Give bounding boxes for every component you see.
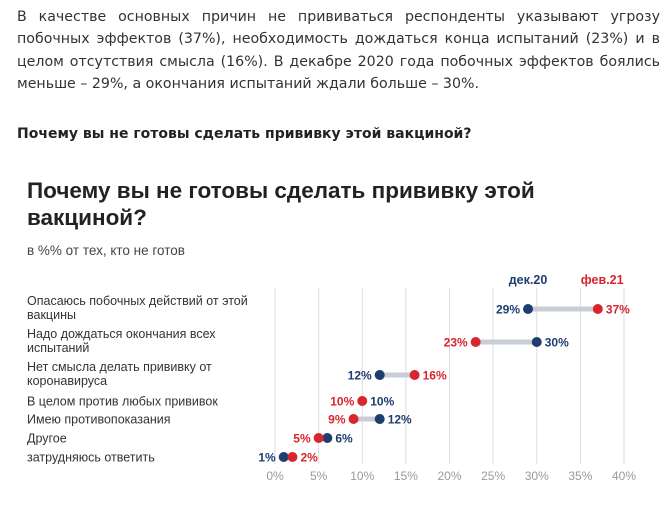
value-label-feb: 5% <box>293 431 311 445</box>
legend-feb: фев.21 <box>581 273 624 287</box>
value-label-feb: 23% <box>444 335 468 349</box>
category-label: вакцины <box>27 308 76 322</box>
value-label-dec: 1% <box>258 450 276 464</box>
x-tick-label: 20% <box>437 469 461 483</box>
category-label: Опасаюсь побочных действий от этой <box>27 294 248 308</box>
value-label-dec: 12% <box>388 412 412 426</box>
value-label-feb: 10% <box>330 394 354 408</box>
dot-dec <box>523 304 534 314</box>
dumbbell-chart: Почему вы не готовы сделать прививку это… <box>27 178 636 483</box>
value-label-feb: 37% <box>606 302 630 316</box>
value-label-dec: 6% <box>335 431 353 445</box>
dot-feb <box>313 433 324 443</box>
category-label: испытаний <box>27 341 89 355</box>
section-question: Почему вы не готовы сделать прививку это… <box>17 126 472 142</box>
legend-dec: дек.20 <box>509 273 548 287</box>
chart-subtitle: в %% от тех, кто не готов <box>27 243 185 258</box>
category-label: Нет смысла делать прививку от <box>27 360 212 374</box>
category-label: Имею противопоказания <box>27 413 171 427</box>
category-label: Надо дождаться окончания всех <box>27 327 216 341</box>
x-tick-label: 15% <box>394 469 418 483</box>
category-label: Другое <box>27 432 67 446</box>
x-tick-label: 30% <box>525 469 549 483</box>
dot-dec <box>531 337 542 347</box>
chart-title-line: Почему вы не готовы сделать прививку это… <box>27 178 535 203</box>
dot-dec <box>322 433 333 443</box>
value-label-dec: 12% <box>348 368 372 382</box>
value-label-dec: 30% <box>545 335 569 349</box>
x-tick-label: 0% <box>266 469 284 483</box>
dot-feb <box>357 396 368 406</box>
chart-container: Почему вы не готовы сделать прививку это… <box>0 160 670 502</box>
x-tick-label: 40% <box>612 469 636 483</box>
category-label: затрудняюсь ответить <box>27 451 155 465</box>
category-label: В целом против любых прививок <box>27 395 218 409</box>
category-label: коронавируса <box>27 374 107 388</box>
article-paragraph: В качестве основных причин не прививатьс… <box>17 9 660 93</box>
value-label-feb: 16% <box>423 368 447 382</box>
dot-feb <box>470 337 481 347</box>
dot-dec <box>374 414 385 424</box>
dot-dec <box>374 370 385 380</box>
value-label-feb: 2% <box>300 450 318 464</box>
x-tick-label: 5% <box>310 469 328 483</box>
value-label-feb: 9% <box>328 412 346 426</box>
value-label-dec: 29% <box>496 302 520 316</box>
dot-feb <box>287 452 298 462</box>
dot-feb <box>409 370 420 380</box>
chart-title-line: вакциной? <box>27 205 147 230</box>
x-tick-label: 25% <box>481 469 505 483</box>
value-label-dec: 10% <box>370 394 394 408</box>
x-tick-label: 10% <box>350 469 374 483</box>
article-text: В качестве основных причин не прививатьс… <box>17 6 660 96</box>
x-tick-label: 35% <box>568 469 592 483</box>
dot-dec <box>278 452 289 462</box>
dot-feb <box>348 414 359 424</box>
dot-feb <box>592 304 603 314</box>
